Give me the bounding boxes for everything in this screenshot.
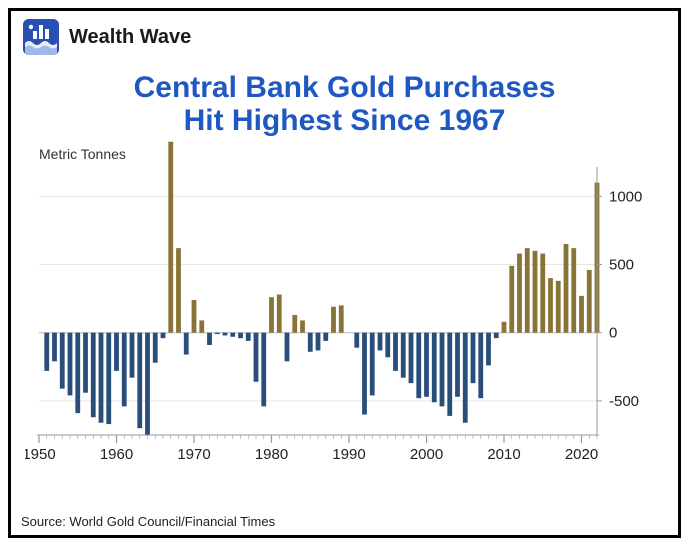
bar: [161, 333, 166, 338]
x-tick-label: 1960: [100, 446, 133, 463]
bar: [432, 333, 437, 403]
bar: [385, 333, 390, 358]
y-tick-label: 0: [609, 325, 617, 342]
bar: [300, 320, 305, 332]
x-tick-label: 1990: [332, 446, 365, 463]
bar: [153, 333, 158, 363]
bar: [447, 333, 452, 416]
bar: [184, 333, 189, 355]
bar: [215, 333, 220, 334]
bar: [238, 333, 243, 338]
bar: [440, 333, 445, 407]
source-text: Source: World Gold Council/Financial Tim…: [11, 510, 678, 535]
bar: [517, 254, 522, 333]
bar: [269, 297, 274, 332]
y-axis-unit-label: Metric Tonnes: [39, 146, 126, 162]
bar: [99, 333, 104, 423]
bar: [533, 251, 538, 333]
bar: [370, 333, 375, 396]
bar: [393, 333, 398, 371]
bar: [176, 248, 181, 333]
brand-name: Wealth Wave: [69, 26, 191, 49]
header: Wealth Wave: [11, 11, 678, 63]
chart-title: Central Bank Gold Purchases Hit Highest …: [11, 63, 678, 141]
chart-title-line2: Hit Highest Since 1967: [31, 104, 658, 137]
y-tick-label: 1000: [609, 188, 642, 205]
bar: [525, 248, 530, 333]
bar-chart: -500 0 500 1000 1950 1960 1970 1980 1990 2000 2010…: [25, 141, 667, 471]
bar: [486, 333, 491, 366]
bar: [261, 333, 266, 407]
bar: [60, 333, 65, 389]
bar: [548, 278, 553, 333]
bar: [75, 333, 80, 413]
bar: [579, 296, 584, 333]
bar: [362, 333, 367, 415]
bar: [292, 315, 297, 333]
x-tick-label: 1970: [177, 446, 210, 463]
bar: [52, 333, 57, 362]
x-tick-label: 2010: [487, 446, 520, 463]
bar: [471, 333, 476, 383]
bar: [409, 333, 414, 383]
bar: [254, 333, 259, 382]
chart-title-line1: Central Bank Gold Purchases: [31, 71, 658, 104]
bar: [308, 333, 313, 352]
bar: [44, 333, 49, 371]
bar: [145, 333, 150, 435]
brand-logo-icon: [23, 19, 59, 55]
bar: [331, 307, 336, 333]
y-tick-label: 500: [609, 256, 634, 273]
bar: [339, 305, 344, 332]
x-tick-label: 2000: [410, 446, 443, 463]
bar: [199, 320, 204, 332]
bar: [401, 333, 406, 378]
chart-area: -500 0 500 1000 1950 1960 1970 1980 1990 2000 2010…: [11, 141, 678, 510]
bar: [91, 333, 96, 418]
y-tick-label: -500: [609, 393, 639, 410]
bar: [83, 333, 88, 393]
bar: [122, 333, 127, 407]
bar: [502, 322, 507, 333]
bar: [323, 333, 328, 341]
bar: [478, 333, 483, 398]
bar: [130, 333, 135, 378]
bar: [246, 333, 251, 341]
bar: [207, 333, 212, 345]
bar: [587, 270, 592, 333]
bar: [285, 333, 290, 362]
x-tick-label: 2020: [565, 446, 598, 463]
bar: [455, 333, 460, 397]
bar: [416, 333, 421, 398]
bar: [494, 333, 499, 338]
x-tick-label: 1980: [255, 446, 288, 463]
bar: [509, 266, 514, 333]
bar: [540, 254, 545, 333]
bar: [223, 333, 228, 336]
bar: [378, 333, 383, 351]
bar: [556, 281, 561, 333]
bar: [354, 333, 359, 348]
bar: [114, 333, 119, 371]
bar: [316, 333, 321, 351]
bar: [564, 244, 569, 333]
bar: [168, 142, 173, 333]
bar: [137, 333, 142, 428]
x-tick-label: 1950: [25, 446, 56, 463]
bar: [230, 333, 235, 337]
bar: [463, 333, 468, 423]
bar: [424, 333, 429, 397]
bar: [571, 248, 576, 333]
bar: [68, 333, 73, 396]
bar: [277, 294, 282, 332]
bar: [192, 300, 197, 333]
bar: [106, 333, 111, 424]
